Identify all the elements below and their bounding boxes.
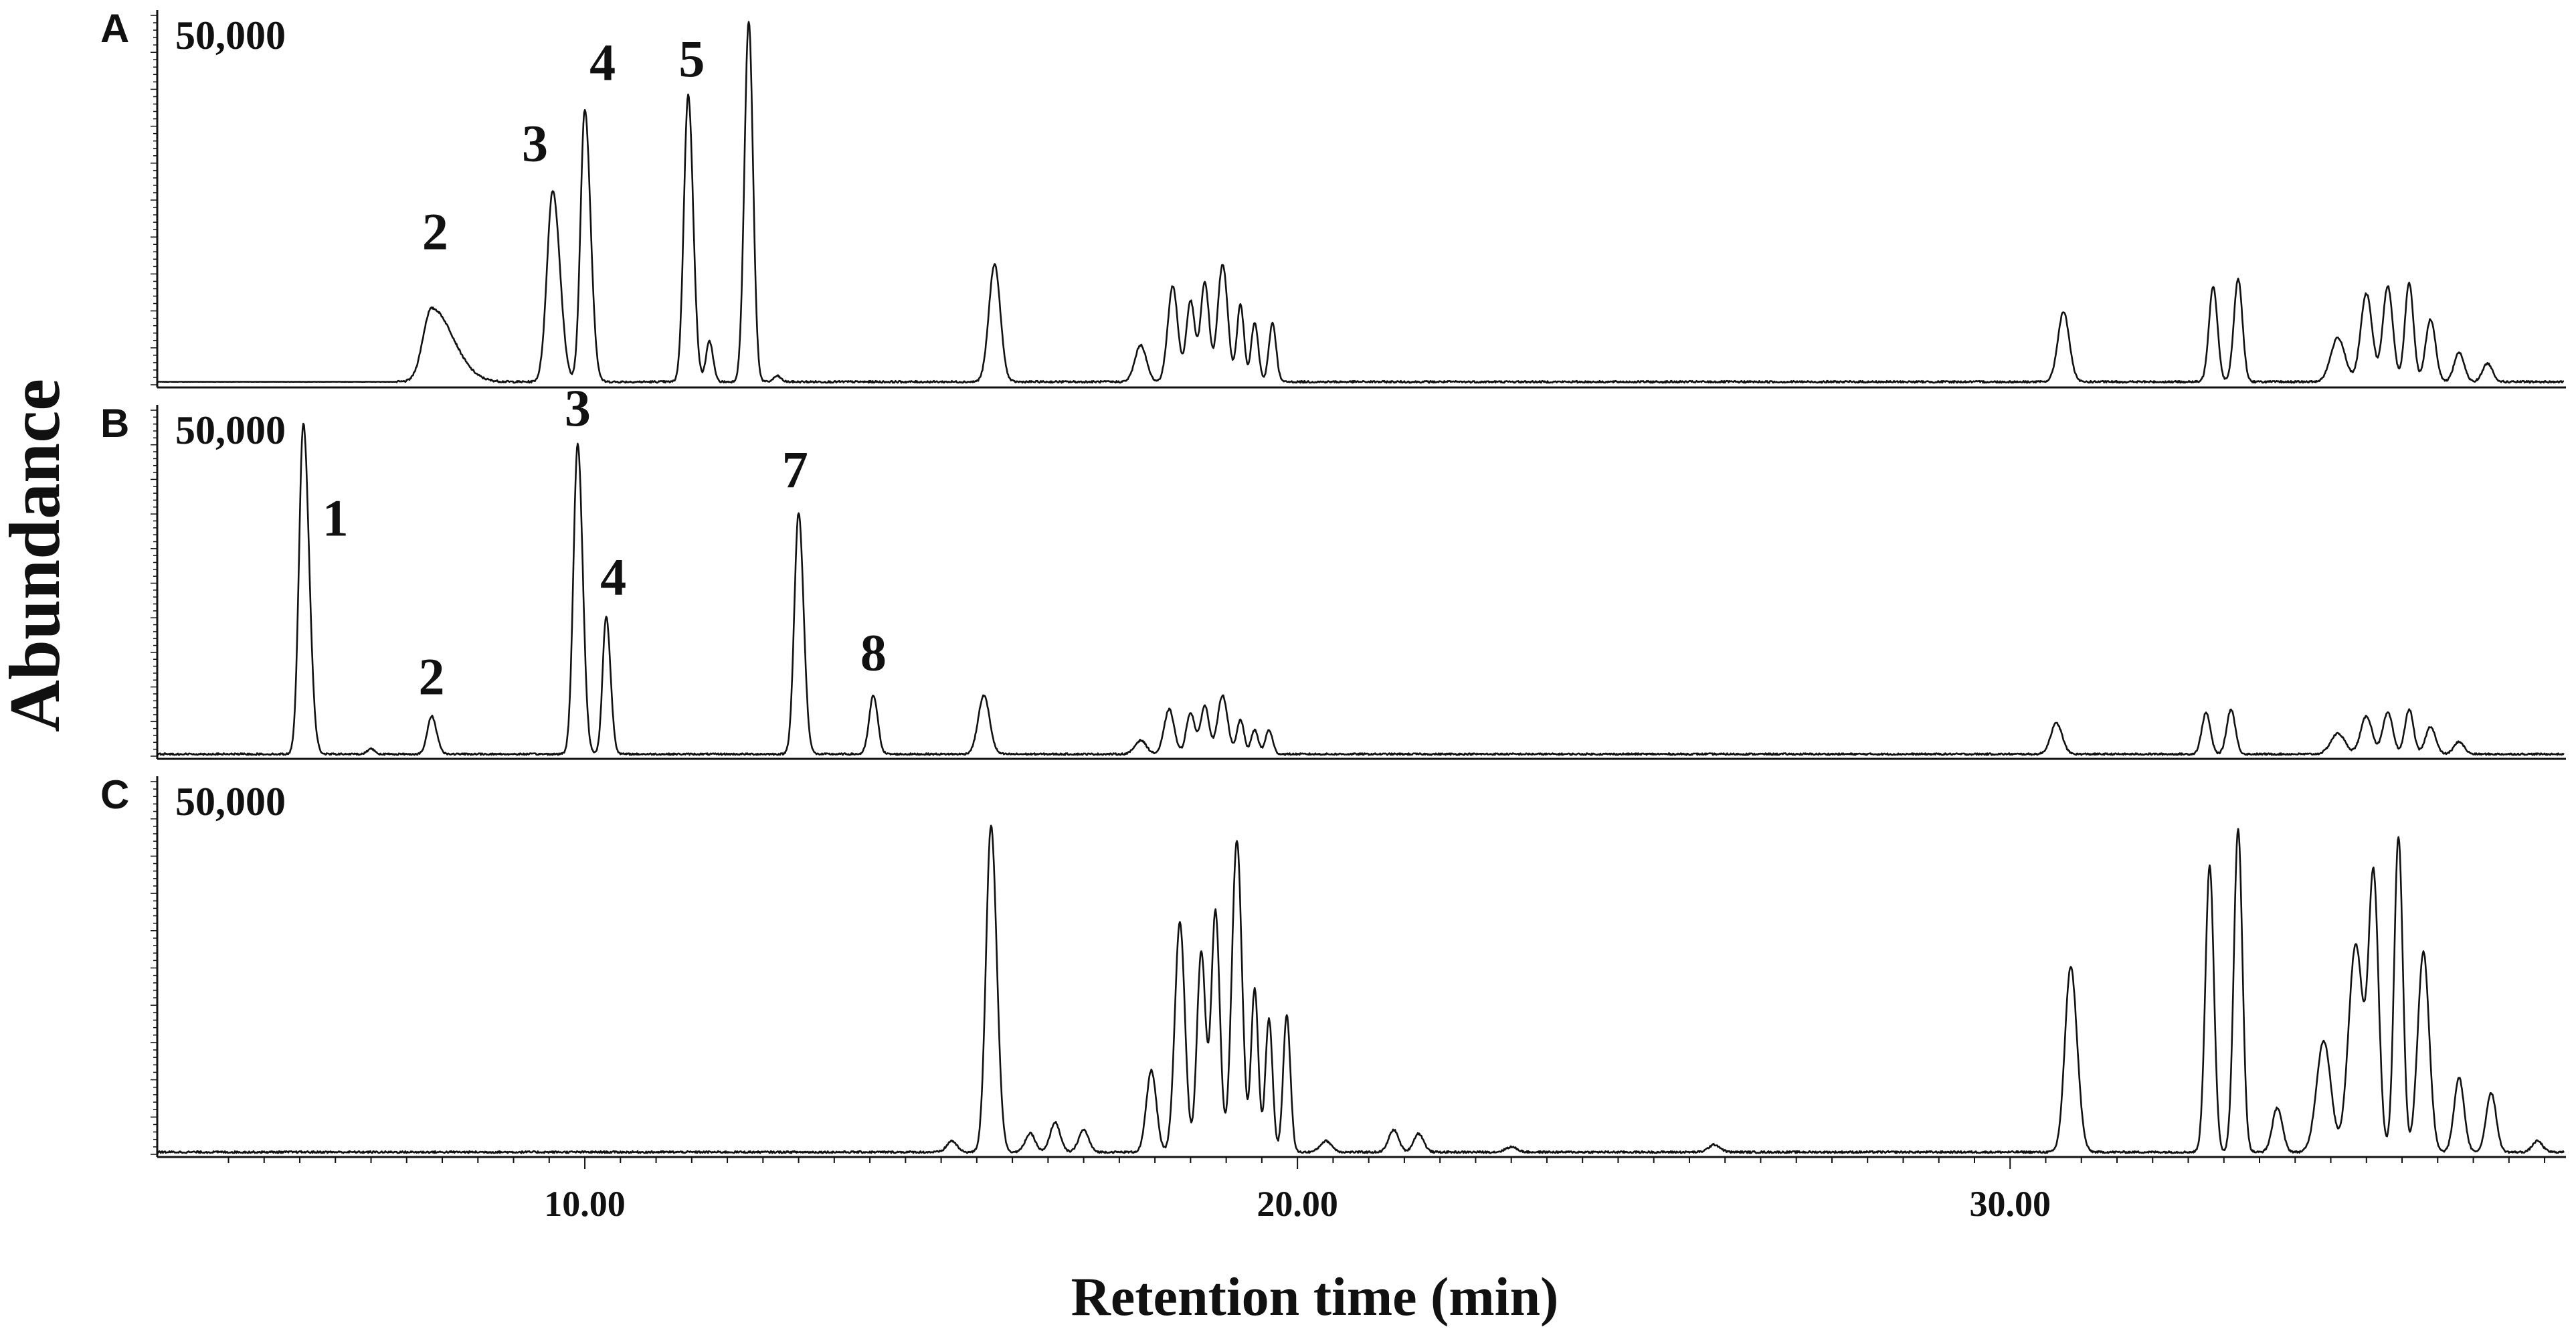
chromatogram-trace-C bbox=[157, 824, 2565, 1154]
ymax-label-A: 50,000 bbox=[175, 13, 286, 58]
peak-label-7: 7 bbox=[782, 441, 808, 499]
panel-letter-A: A bbox=[100, 6, 129, 51]
peak-label-4: 4 bbox=[589, 33, 616, 92]
panel-B: B 50,000 1 2 3 4 7 8 bbox=[100, 379, 2566, 760]
peak-label-4: 4 bbox=[600, 547, 626, 606]
panel-letter-C: C bbox=[100, 772, 129, 817]
x-tick-label: 30.00 bbox=[1969, 1184, 2051, 1224]
panel-A: A 50,000 2 34 5 6 bbox=[100, 0, 2566, 389]
x-axis-title: Retention time (min) bbox=[1071, 1266, 1559, 1327]
x-axis: 10.00 20.00 30.00 bbox=[227, 1157, 2546, 1224]
x-tick-label: 10.00 bbox=[544, 1184, 626, 1224]
peak-label-1: 1 bbox=[323, 489, 349, 547]
chromatogram-trace-B bbox=[157, 422, 2565, 756]
y-axis-title: Abundance bbox=[0, 379, 75, 732]
peak-label-3: 3 bbox=[522, 114, 548, 173]
peak-label-3: 3 bbox=[565, 379, 591, 437]
chromatogram-trace-A bbox=[157, 21, 2565, 384]
peak-label-2: 2 bbox=[419, 648, 445, 706]
peak-label-8: 8 bbox=[860, 624, 887, 682]
panel-letter-B: B bbox=[100, 401, 129, 446]
peak-label-5: 5 bbox=[678, 29, 705, 88]
ymax-label-C: 50,000 bbox=[175, 780, 286, 824]
ymax-label-B: 50,000 bbox=[175, 408, 286, 452]
x-tick-label: 20.00 bbox=[1257, 1184, 1338, 1224]
peak-label-6: 6 bbox=[732, 0, 758, 7]
peak-label-2: 2 bbox=[422, 203, 448, 261]
panel-C: C 50,000 bbox=[100, 772, 2566, 1158]
